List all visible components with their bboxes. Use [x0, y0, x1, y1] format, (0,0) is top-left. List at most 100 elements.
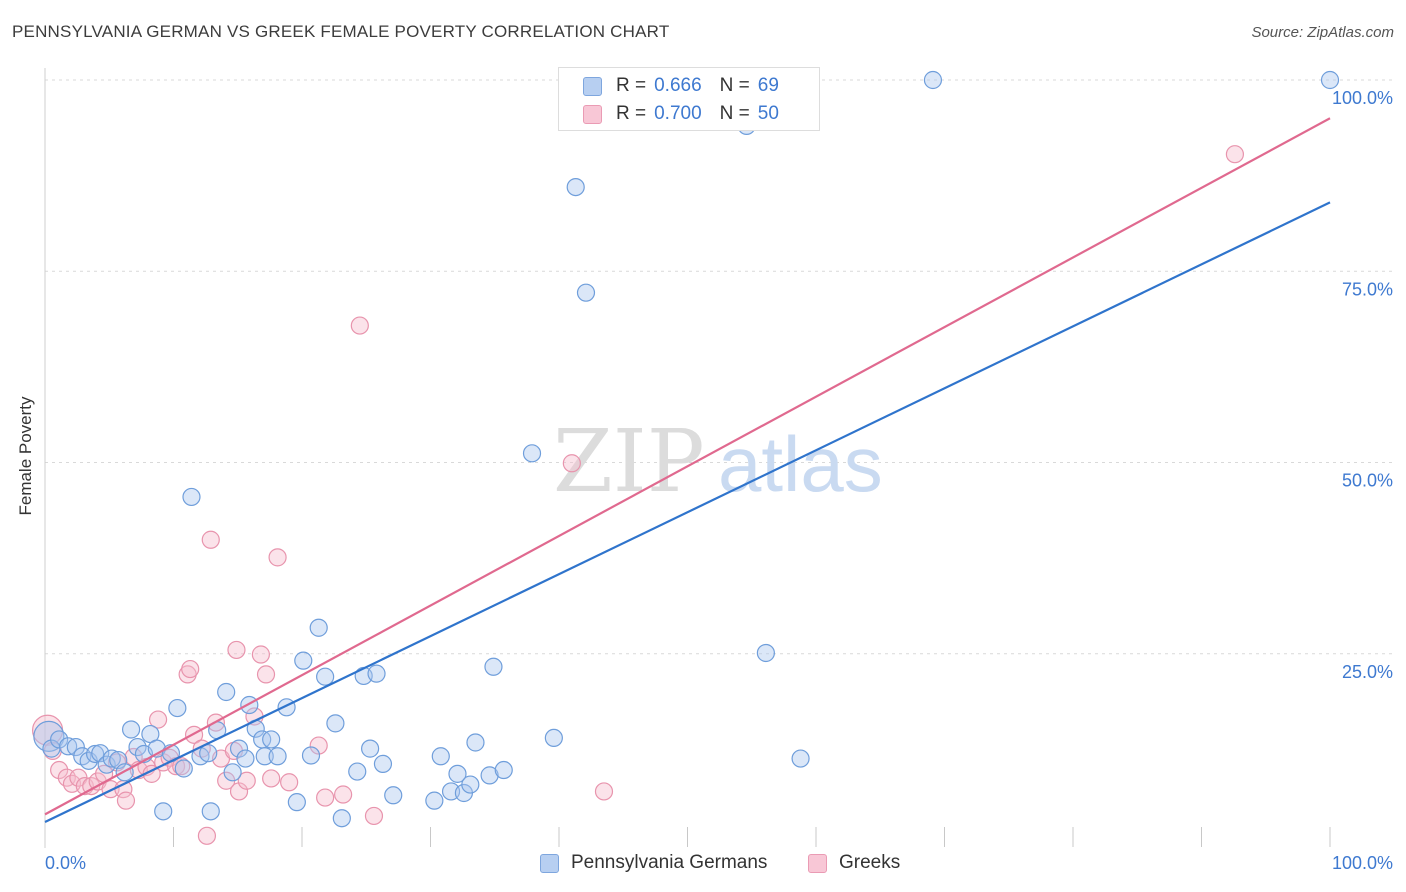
pennsylvania-german-point	[309, 618, 328, 637]
pennsylvania-german-point	[384, 786, 403, 805]
greek-point	[334, 785, 353, 804]
greek-point	[1225, 145, 1245, 164]
bottom-legend-pennsylvania-germans: Pennsylvania Germans	[540, 852, 767, 874]
y-tick-label: 75.0%	[1342, 279, 1393, 299]
pennsylvania-german-point	[66, 737, 85, 757]
greek-point	[181, 659, 200, 679]
pennsylvania-germans-trend-line	[44, 201, 1331, 824]
pennsylvania-german-point	[480, 766, 499, 785]
greeks-trend-line	[44, 117, 1331, 816]
pennsylvania-german-point	[484, 657, 503, 676]
bottom-legend-label: Greeks	[839, 852, 901, 873]
pennsylvania-german-point	[494, 760, 513, 780]
pennsylvania-german-point	[168, 698, 187, 718]
greek-point	[309, 736, 328, 755]
pennsylvania-german-point	[33, 720, 65, 752]
pennsylvania-german-point	[461, 775, 480, 794]
pennsylvania-german-point	[50, 730, 69, 749]
pennsylvania-german-point	[316, 667, 335, 686]
greek-point	[172, 757, 191, 776]
pennsylvania-german-point	[466, 733, 485, 752]
greek-point	[251, 645, 270, 664]
legend-r-label: R =	[616, 75, 647, 96]
y-tick-label: 50.0%	[1342, 471, 1393, 491]
legend-n-value: 50	[757, 103, 779, 124]
pennsylvania-german-point	[326, 714, 345, 733]
greeks-points	[31, 145, 1245, 845]
legend-r-value: 0.700	[654, 103, 702, 124]
greek-point	[201, 530, 220, 549]
pennsylvania-german-point	[223, 763, 242, 782]
bottom-legend-swatch-blue	[540, 853, 559, 873]
legend-row-pennsylvania-germans: R = 0.666 N = 69	[583, 74, 779, 98]
pennsylvania-german-point	[128, 737, 147, 757]
greek-point	[227, 640, 246, 660]
greek-point	[116, 791, 136, 810]
pennsylvania-german-point	[576, 283, 596, 302]
pennsylvania-german-point	[182, 487, 201, 507]
y-tick-label: 25.0%	[1342, 662, 1393, 682]
x-tick-label: 0.0%	[45, 853, 86, 873]
pennsylvania-german-point	[287, 793, 306, 812]
pennsylvania-german-point	[367, 664, 386, 683]
pennsylvania-german-point	[1320, 70, 1340, 90]
bottom-legend-label: Pennsylvania Germans	[571, 852, 768, 873]
pennsylvania-german-point	[361, 739, 380, 758]
pennsylvania-german-point	[431, 747, 450, 766]
legend-n-label: N =	[719, 103, 750, 124]
pennsylvania-german-point	[566, 178, 585, 197]
pennsylvania-german-point	[199, 744, 218, 763]
legend-n-label: N =	[719, 75, 750, 96]
pennsylvania-german-point	[255, 747, 274, 766]
pennsylvania-german-point	[348, 762, 367, 781]
greek-point	[50, 760, 69, 780]
grid-lines	[45, 79, 1395, 655]
legend-swatch-pink	[583, 104, 602, 124]
axes	[44, 68, 1331, 848]
pennsylvania-german-point	[791, 749, 810, 768]
greek-point	[316, 788, 335, 807]
watermark-atlas: atlas	[718, 420, 883, 508]
correlation-legend: R = 0.666 N = 69 R = 0.700 N = 50	[558, 67, 820, 131]
pennsylvania-german-point	[59, 737, 78, 756]
tick-labels: 25.0% 50.0% 75.0% 100.0% 0.0% 100.0%	[45, 88, 1393, 873]
pennsylvania-german-point	[923, 70, 943, 90]
greek-point	[562, 454, 581, 473]
legend-row-greeks: R = 0.700 N = 50	[583, 102, 779, 126]
greek-point	[148, 710, 168, 729]
pennsylvania-german-point	[332, 809, 351, 828]
watermark-zip: ZIP	[553, 412, 705, 512]
pennsylvania-german-point	[448, 764, 467, 783]
y-tick-label: 100.0%	[1332, 88, 1393, 108]
bottom-legend-greeks: Greeks	[808, 852, 900, 874]
pennsylvania-german-point	[544, 728, 563, 748]
pennsylvania-german-point	[301, 746, 321, 765]
pennsylvania-german-point	[154, 802, 173, 821]
greek-point	[197, 826, 217, 845]
pennsylvania-german-point	[522, 444, 542, 463]
bottom-legend-swatch-pink	[808, 853, 827, 873]
pennsylvania-german-point	[236, 749, 255, 768]
pennsylvania-german-point	[294, 651, 313, 670]
legend-n-value: 69	[757, 75, 779, 96]
greek-point	[262, 769, 281, 788]
greek-point	[82, 776, 101, 796]
pennsylvania-german-point	[425, 791, 444, 810]
greek-point	[594, 782, 614, 801]
greek-point	[280, 773, 299, 792]
legend-r-label: R =	[616, 103, 647, 124]
source-label: Source: ZipAtlas.com	[1251, 24, 1394, 41]
pennsylvania-german-point	[373, 754, 393, 774]
greek-point	[350, 316, 369, 335]
greek-point	[268, 548, 287, 567]
pennsylvania-german-point	[262, 730, 281, 749]
legend-r-value: 0.666	[654, 75, 702, 96]
pennsylvania-german-point	[201, 802, 220, 821]
trend-lines	[44, 117, 1331, 824]
greek-point	[364, 806, 384, 826]
pennsylvania-german-point	[217, 682, 236, 702]
pennsylvania-german-point	[240, 695, 259, 715]
legend-swatch-blue	[583, 76, 602, 96]
greek-point	[256, 665, 276, 684]
